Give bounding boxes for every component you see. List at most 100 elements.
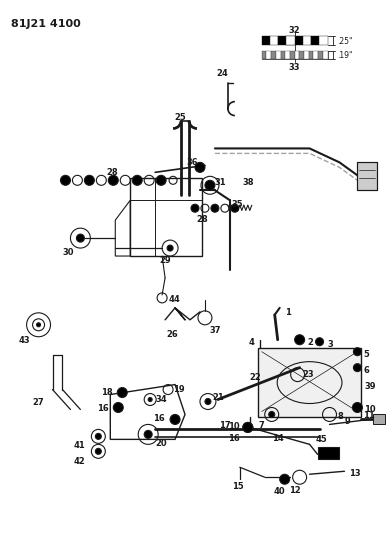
Text: 81J21 4100: 81J21 4100 xyxy=(11,19,80,29)
Text: 8: 8 xyxy=(337,413,343,422)
Circle shape xyxy=(315,338,324,346)
Bar xyxy=(303,36,311,45)
Text: 4: 4 xyxy=(249,338,255,347)
Text: 41: 41 xyxy=(74,441,86,450)
Bar xyxy=(262,51,327,59)
Text: 5: 5 xyxy=(363,350,369,359)
Text: 16: 16 xyxy=(153,415,165,423)
Text: 6: 6 xyxy=(363,366,369,375)
Text: 3: 3 xyxy=(327,340,333,349)
Text: 16: 16 xyxy=(97,403,108,413)
Text: 26: 26 xyxy=(166,330,178,339)
Text: 42: 42 xyxy=(74,457,86,466)
Bar xyxy=(267,51,271,59)
Bar xyxy=(278,36,286,45)
Bar xyxy=(270,36,278,45)
Text: 40: 40 xyxy=(274,487,286,496)
Bar xyxy=(286,36,295,45)
Text: 1: 1 xyxy=(285,308,291,317)
Text: 9: 9 xyxy=(344,417,350,426)
Text: .19": .19" xyxy=(337,51,353,60)
Text: 19: 19 xyxy=(173,385,185,393)
Text: 27: 27 xyxy=(33,398,45,407)
Text: 7: 7 xyxy=(259,422,265,431)
Text: 44: 44 xyxy=(168,295,180,304)
Circle shape xyxy=(144,431,152,438)
Circle shape xyxy=(132,175,142,185)
Text: 16: 16 xyxy=(228,434,240,443)
Circle shape xyxy=(205,399,211,405)
Bar xyxy=(299,51,304,59)
Circle shape xyxy=(191,204,199,212)
Text: 39: 39 xyxy=(365,382,376,391)
Bar xyxy=(276,51,281,59)
Circle shape xyxy=(108,175,118,185)
Polygon shape xyxy=(258,348,361,417)
Circle shape xyxy=(95,433,101,439)
Text: 31: 31 xyxy=(215,179,226,187)
Circle shape xyxy=(195,163,205,172)
Text: 37: 37 xyxy=(210,326,221,335)
Bar xyxy=(318,447,339,459)
Circle shape xyxy=(84,175,94,185)
Circle shape xyxy=(211,204,219,212)
Text: 23: 23 xyxy=(303,369,314,378)
Circle shape xyxy=(243,423,253,432)
Bar xyxy=(309,51,313,59)
Bar xyxy=(311,36,319,45)
Circle shape xyxy=(353,402,362,413)
Circle shape xyxy=(167,245,173,251)
Circle shape xyxy=(170,415,180,424)
Text: 38: 38 xyxy=(242,179,253,187)
Bar xyxy=(285,51,290,59)
Text: 13: 13 xyxy=(349,469,361,478)
Text: 18: 18 xyxy=(101,387,112,397)
Text: 35: 35 xyxy=(232,200,243,209)
Bar xyxy=(373,415,385,424)
Bar xyxy=(281,51,285,59)
Text: 34: 34 xyxy=(155,394,167,403)
Circle shape xyxy=(295,335,305,345)
Bar xyxy=(262,36,270,45)
Text: 28: 28 xyxy=(106,168,118,177)
Text: 14: 14 xyxy=(272,434,284,443)
Circle shape xyxy=(95,448,101,454)
Bar xyxy=(262,51,267,59)
Bar xyxy=(295,36,303,45)
Text: 20: 20 xyxy=(155,439,167,448)
Text: 22: 22 xyxy=(249,373,261,382)
Circle shape xyxy=(60,175,70,185)
Circle shape xyxy=(148,398,152,401)
Text: 12: 12 xyxy=(289,486,301,495)
Text: 43: 43 xyxy=(19,336,31,345)
Circle shape xyxy=(113,402,123,413)
Bar xyxy=(318,51,323,59)
Text: 17: 17 xyxy=(219,422,231,431)
Text: 10: 10 xyxy=(365,405,376,414)
Circle shape xyxy=(353,348,361,356)
Circle shape xyxy=(76,234,84,242)
Circle shape xyxy=(353,364,361,372)
Bar xyxy=(295,51,299,59)
Bar xyxy=(304,51,309,59)
Circle shape xyxy=(205,180,215,190)
Text: 30: 30 xyxy=(63,248,74,257)
Bar xyxy=(323,51,327,59)
Circle shape xyxy=(117,387,127,398)
Text: 15: 15 xyxy=(232,482,244,491)
Bar xyxy=(271,51,276,59)
Circle shape xyxy=(280,474,289,484)
Circle shape xyxy=(269,411,275,417)
Text: 28: 28 xyxy=(196,215,208,224)
Bar xyxy=(313,51,318,59)
Text: 24: 24 xyxy=(216,69,228,78)
Bar xyxy=(358,163,377,190)
Text: 36: 36 xyxy=(186,158,198,167)
Text: 33: 33 xyxy=(289,63,300,72)
Circle shape xyxy=(243,423,253,432)
Bar xyxy=(290,51,295,59)
Text: 45: 45 xyxy=(316,435,327,445)
Text: 32: 32 xyxy=(289,26,300,35)
Bar xyxy=(358,163,377,190)
Text: .25": .25" xyxy=(337,37,353,46)
